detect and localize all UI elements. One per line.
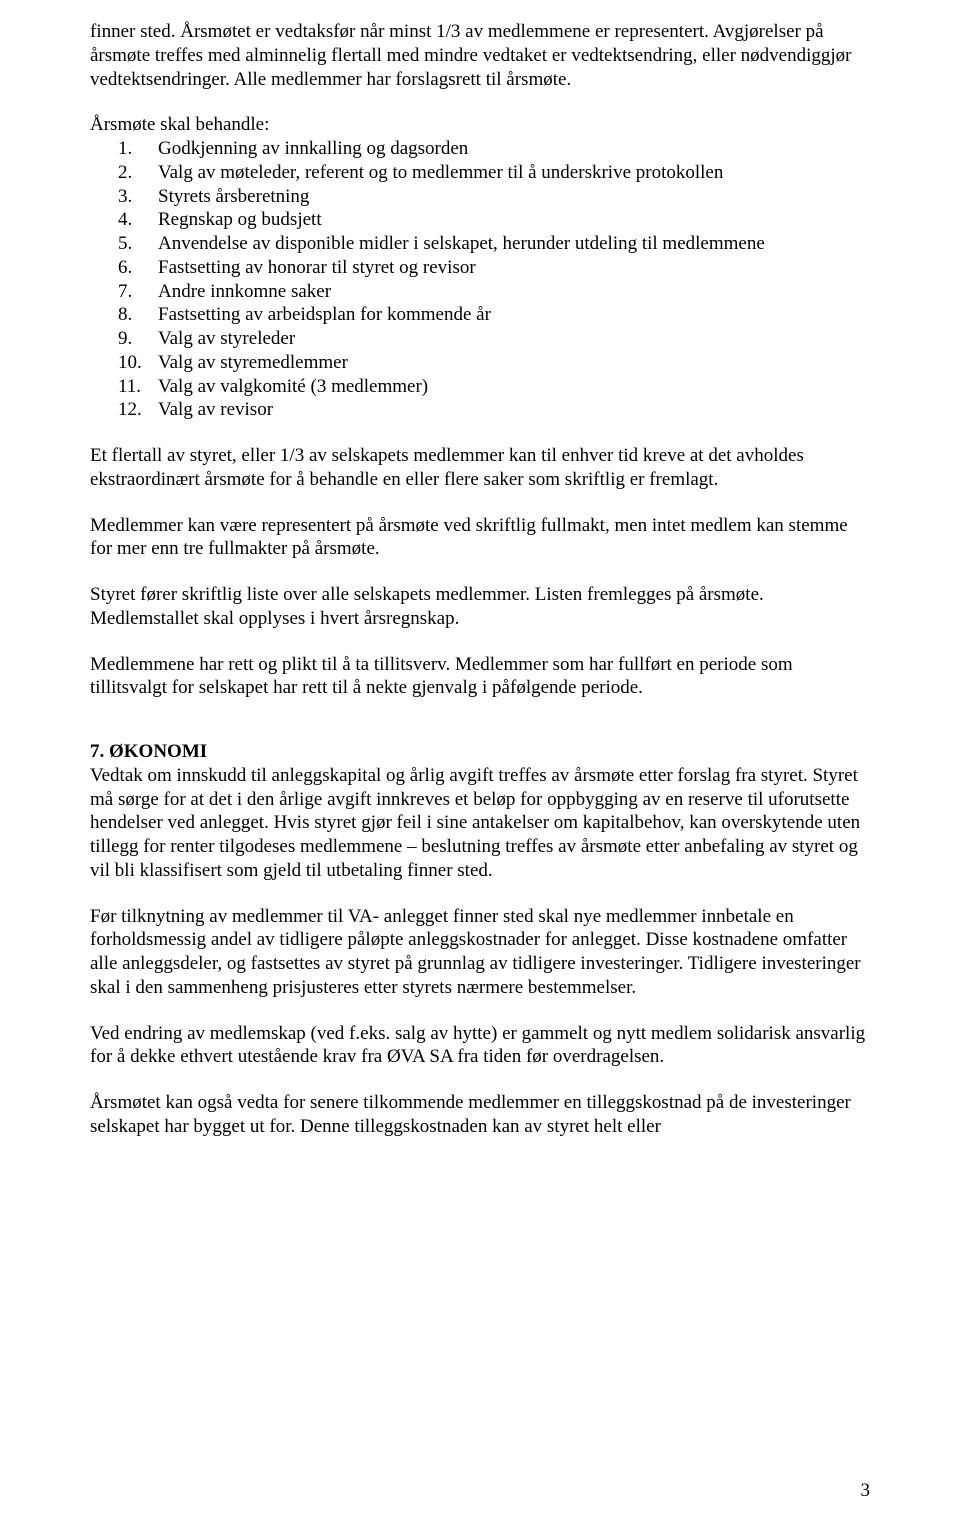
agenda-item-text: Valg av revisor	[158, 398, 870, 422]
agenda-item: 9.Valg av styreleder	[90, 327, 870, 351]
agenda-item-text: Fastsetting av arbeidsplan for kommende …	[158, 303, 870, 327]
agenda-item-number: 6.	[90, 256, 158, 280]
agenda-item-number: 8.	[90, 303, 158, 327]
agenda-item: 4.Regnskap og budsjett	[90, 208, 870, 232]
agenda-item: 7.Andre innkomne saker	[90, 280, 870, 304]
agenda-item-text: Regnskap og budsjett	[158, 208, 870, 232]
agenda-item-number: 12.	[90, 398, 158, 422]
agenda-item: 11.Valg av valgkomité (3 medlemmer)	[90, 375, 870, 399]
agenda-block: Årsmøte skal behandle: 1.Godkjenning av …	[90, 113, 870, 422]
agenda-item-text: Valg av valgkomité (3 medlemmer)	[158, 375, 870, 399]
agenda-item: 5.Anvendelse av disponible midler i sels…	[90, 232, 870, 256]
agenda-item-text: Godkjenning av innkalling og dagsorden	[158, 137, 870, 161]
agenda-item-number: 7.	[90, 280, 158, 304]
agenda-item: 6.Fastsetting av honorar til styret og r…	[90, 256, 870, 280]
intro-paragraph: finner sted. Årsmøtet er vedtaksfør når …	[90, 20, 870, 91]
agenda-item-text: Styrets årsberetning	[158, 185, 870, 209]
agenda-item: 1.Godkjenning av innkalling og dagsorden	[90, 137, 870, 161]
section-7-p4: Årsmøtet kan også vedta for senere tilko…	[90, 1091, 870, 1139]
body-p3: Medlemmer kan være representert på årsmø…	[90, 514, 870, 562]
agenda-item-text: Valg av styreleder	[158, 327, 870, 351]
agenda-item: 8.Fastsetting av arbeidsplan for kommend…	[90, 303, 870, 327]
section-7: 7. ØKONOMI Vedtak om innskudd til anlegg…	[90, 740, 870, 883]
agenda-item: 12.Valg av revisor	[90, 398, 870, 422]
agenda-item-text: Valg av styremedlemmer	[158, 351, 870, 375]
section-7-p2: Før tilknytning av medlemmer til VA- anl…	[90, 905, 870, 1000]
body-p4: Styret fører skriftlig liste over alle s…	[90, 583, 870, 631]
agenda-item-number: 1.	[90, 137, 158, 161]
agenda-item-number: 5.	[90, 232, 158, 256]
agenda-item-number: 3.	[90, 185, 158, 209]
agenda-item-number: 11.	[90, 375, 158, 399]
section-7-p1: Vedtak om innskudd til anleggskapital og…	[90, 765, 860, 881]
agenda-item-number: 9.	[90, 327, 158, 351]
agenda-item-text: Andre innkomne saker	[158, 280, 870, 304]
agenda-item: 3.Styrets årsberetning	[90, 185, 870, 209]
agenda-item-text: Valg av møteleder, referent og to medlem…	[158, 161, 870, 185]
agenda-item: 2.Valg av møteleder, referent og to medl…	[90, 161, 870, 185]
section-7-heading: 7. ØKONOMI	[90, 740, 870, 764]
agenda-item-text: Fastsetting av honorar til styret og rev…	[158, 256, 870, 280]
agenda-item-text: Anvendelse av disponible midler i selska…	[158, 232, 870, 256]
agenda-leadin: Årsmøte skal behandle:	[90, 113, 870, 137]
agenda-item-number: 4.	[90, 208, 158, 232]
agenda-item-number: 10.	[90, 351, 158, 375]
agenda-item-number: 2.	[90, 161, 158, 185]
page-number: 3	[861, 1479, 871, 1503]
body-p5: Medlemmene har rett og plikt til å ta ti…	[90, 653, 870, 701]
section-7-p3: Ved endring av medlemskap (ved f.eks. sa…	[90, 1022, 870, 1070]
agenda-item: 10.Valg av styremedlemmer	[90, 351, 870, 375]
body-p2: Et flertall av styret, eller 1/3 av sels…	[90, 444, 870, 492]
